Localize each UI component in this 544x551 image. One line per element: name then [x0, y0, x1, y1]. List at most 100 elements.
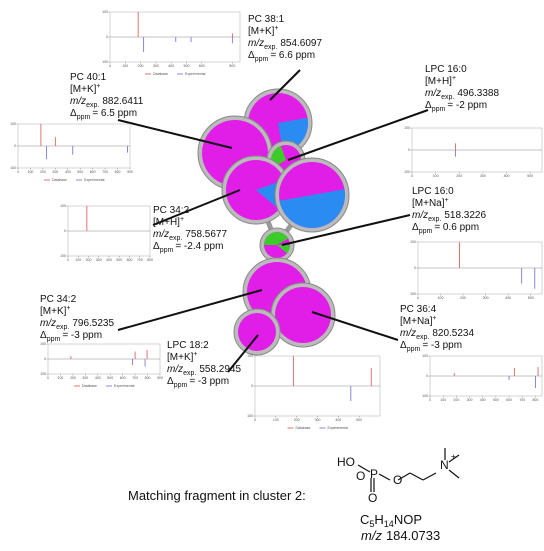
x-tick-label: 500	[116, 258, 122, 262]
x-tick-label: 0	[429, 398, 431, 402]
adduct: [M+K]+	[248, 25, 279, 37]
charge: +	[445, 197, 449, 204]
legend-label: Experimental	[114, 384, 135, 388]
fragment-caption: Matching fragment in cluster 2:	[128, 488, 306, 503]
x-tick-label: 700	[102, 170, 108, 174]
x-tick-label: 100	[440, 398, 446, 402]
element: NOP	[394, 512, 422, 527]
shift-value: = -3 ppm	[62, 330, 102, 341]
charge: +	[193, 351, 197, 358]
mz-value: 820.5234	[432, 328, 474, 339]
y-tick-label: 100	[102, 10, 108, 14]
delta: Δ	[153, 241, 160, 252]
network	[197, 88, 350, 356]
x-tick-label: 600	[199, 64, 205, 68]
mz-label: m/z	[70, 96, 86, 107]
pie-slice	[279, 189, 345, 229]
lipid-name: LPC 16:0	[412, 186, 454, 197]
mz-value: 796.5235	[72, 318, 114, 329]
y-tick-label: 0	[408, 148, 410, 152]
x-tick-label: 400	[504, 174, 510, 178]
shift-value: = -2.4 ppm	[175, 241, 223, 252]
y-tick-label: 100	[410, 292, 416, 296]
x-tick-label: 100	[122, 64, 128, 68]
x-tick-label: 800	[532, 398, 538, 402]
sub: exp.	[183, 370, 196, 377]
sub: ppm	[419, 228, 433, 235]
y-tick-label: 100	[404, 126, 410, 130]
legend-label: Database	[82, 384, 97, 388]
mz-label: m/z	[248, 38, 264, 49]
x-tick-label: 0	[417, 296, 419, 300]
element: C	[360, 512, 369, 527]
adduct-ion: [M+K]	[40, 306, 67, 317]
leader-line	[152, 189, 241, 226]
x-tick-label: 0	[17, 170, 19, 174]
x-tick-label: 700	[519, 398, 525, 402]
leader-line	[227, 334, 259, 373]
fragment-mz: m/z 184.0733	[361, 528, 440, 543]
x-tick-label: 100	[438, 296, 444, 300]
adduct-ion: [M+K]	[167, 352, 194, 363]
x-tick-label: 200	[70, 376, 76, 380]
shift-value: = -3 ppm	[422, 340, 462, 351]
lipid-name: PC 36:4	[400, 304, 437, 315]
leader-line	[287, 109, 429, 161]
x-tick-label: 400	[168, 64, 174, 68]
legend-label: Experimental	[84, 178, 105, 182]
ppm-shift: Δppm = -2.4 ppm	[153, 241, 223, 254]
y-tick-label: 0	[426, 374, 428, 378]
lipid-name: LPC 16:0	[425, 64, 467, 75]
leader-line	[281, 214, 411, 246]
x-tick-label: 200	[456, 174, 462, 178]
sub: exp.	[169, 235, 182, 242]
ppm-shift: Δppm = 6.6 ppm	[248, 50, 315, 63]
x-tick-label: 500	[528, 296, 534, 300]
x-tick-label: 500	[107, 376, 113, 380]
mz-label: m/z	[425, 88, 441, 99]
x-tick-label: 100	[75, 258, 81, 262]
mz-exp: m/zexp. 796.5235	[40, 318, 114, 331]
x-tick-label: 500	[493, 398, 499, 402]
mz-label: m/z	[153, 229, 169, 240]
lipid-name: LPC 18:2	[167, 340, 209, 351]
ppm-shift: Δppm = 6.5 ppm	[70, 108, 137, 121]
atom-label: HO	[337, 455, 355, 469]
mz-exp: m/zexp. 558.2945	[167, 364, 241, 377]
y-tick-label: 0	[106, 35, 108, 39]
x-tick-label: 200	[138, 64, 144, 68]
y-tick-label: 100	[60, 204, 66, 208]
y-tick-label: 100	[422, 394, 428, 398]
y-tick-label: 100	[60, 254, 66, 258]
adduct: [M+K]+	[167, 351, 198, 363]
x-tick-label: 800	[115, 170, 121, 174]
charge: +	[274, 25, 278, 32]
ppm-shift: Δppm = -3 ppm	[167, 376, 229, 389]
leader-line	[117, 119, 233, 149]
x-tick-label: 400	[106, 258, 112, 262]
mz-value: 882.6411	[102, 96, 143, 107]
x-tick-label: 100	[433, 174, 439, 178]
ppm-shift: Δppm = 0.6 ppm	[412, 222, 479, 235]
x-tick-label: 600	[120, 376, 126, 380]
delta: Δ	[248, 50, 255, 61]
adduct: [M+H]+	[425, 75, 456, 87]
shift-value: = -2 ppm	[447, 100, 487, 111]
pie-slice	[277, 245, 290, 254]
mz-exp: m/zexp. 758.5677	[153, 229, 227, 242]
x-tick-label: 400	[65, 170, 71, 174]
mz-exp: m/zexp. 518.3226	[412, 210, 486, 223]
x-tick-label: 700	[137, 258, 143, 262]
sub: exp.	[441, 94, 454, 101]
mz-exp: m/zexp. 496.3388	[425, 88, 499, 101]
legend-label: Database	[153, 72, 168, 76]
atom-label: +	[451, 452, 456, 461]
sub: ppm	[160, 247, 174, 254]
delta: Δ	[40, 330, 47, 341]
x-tick-label: 500	[77, 170, 83, 174]
sub: exp.	[416, 334, 429, 341]
x-tick-label: 600	[90, 170, 96, 174]
y-tick-label: 100	[102, 60, 108, 64]
mz-value: 758.5677	[185, 229, 227, 240]
x-tick-label: 300	[52, 170, 58, 174]
